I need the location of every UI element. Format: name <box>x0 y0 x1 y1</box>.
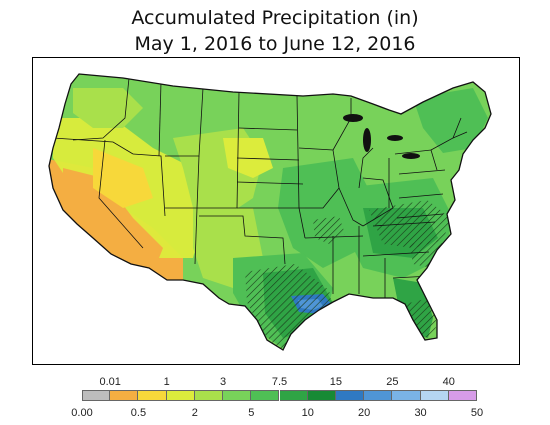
legend-label-bottom: 5 <box>248 407 255 419</box>
legend-swatch <box>138 390 167 401</box>
legend-label-top: 0.01 <box>99 376 121 388</box>
precipitation-map <box>48 73 492 351</box>
legend-label-bottom: 20 <box>358 407 371 419</box>
state-borders <box>52 77 468 302</box>
legend-swatch <box>166 390 195 401</box>
legend-label-top: 25 <box>386 376 399 388</box>
legend-swatch <box>335 390 365 401</box>
map-panel <box>32 57 520 365</box>
legend-swatch <box>251 390 280 401</box>
legend-swatch <box>194 390 224 401</box>
legend-label-bottom: 0.00 <box>71 407 93 419</box>
map-title: Accumulated Precipitation (in) <box>131 7 419 29</box>
legend-swatch <box>420 390 449 401</box>
legend-label-top: 40 <box>442 376 455 388</box>
map-subtitle-date-range: May 1, 2016 to June 12, 2016 <box>134 33 416 55</box>
legend-label-bottom: 2 <box>191 407 198 419</box>
legend-swatch <box>223 390 252 401</box>
legend-swatch <box>364 390 393 401</box>
legend-label-bottom: 0.5 <box>130 407 147 419</box>
legend-label-bottom: 50 <box>470 407 484 419</box>
legend-swatch <box>392 390 421 401</box>
legend-swatch <box>82 390 111 401</box>
legend-swatch <box>110 390 139 401</box>
legend-label-top: 7.5 <box>271 376 288 388</box>
legend-label-bottom: 30 <box>414 407 427 419</box>
legend-swatch <box>448 390 477 401</box>
legend-swatch <box>307 390 336 401</box>
legend-label-top: 1 <box>163 376 170 388</box>
legend-label-top: 3 <box>220 376 227 388</box>
lakes <box>343 114 420 159</box>
legend-swatch <box>279 390 308 401</box>
precipitation-fill-layer <box>49 74 491 350</box>
legend-label-bottom: 10 <box>301 407 314 419</box>
legend-label-top: 15 <box>329 376 343 388</box>
